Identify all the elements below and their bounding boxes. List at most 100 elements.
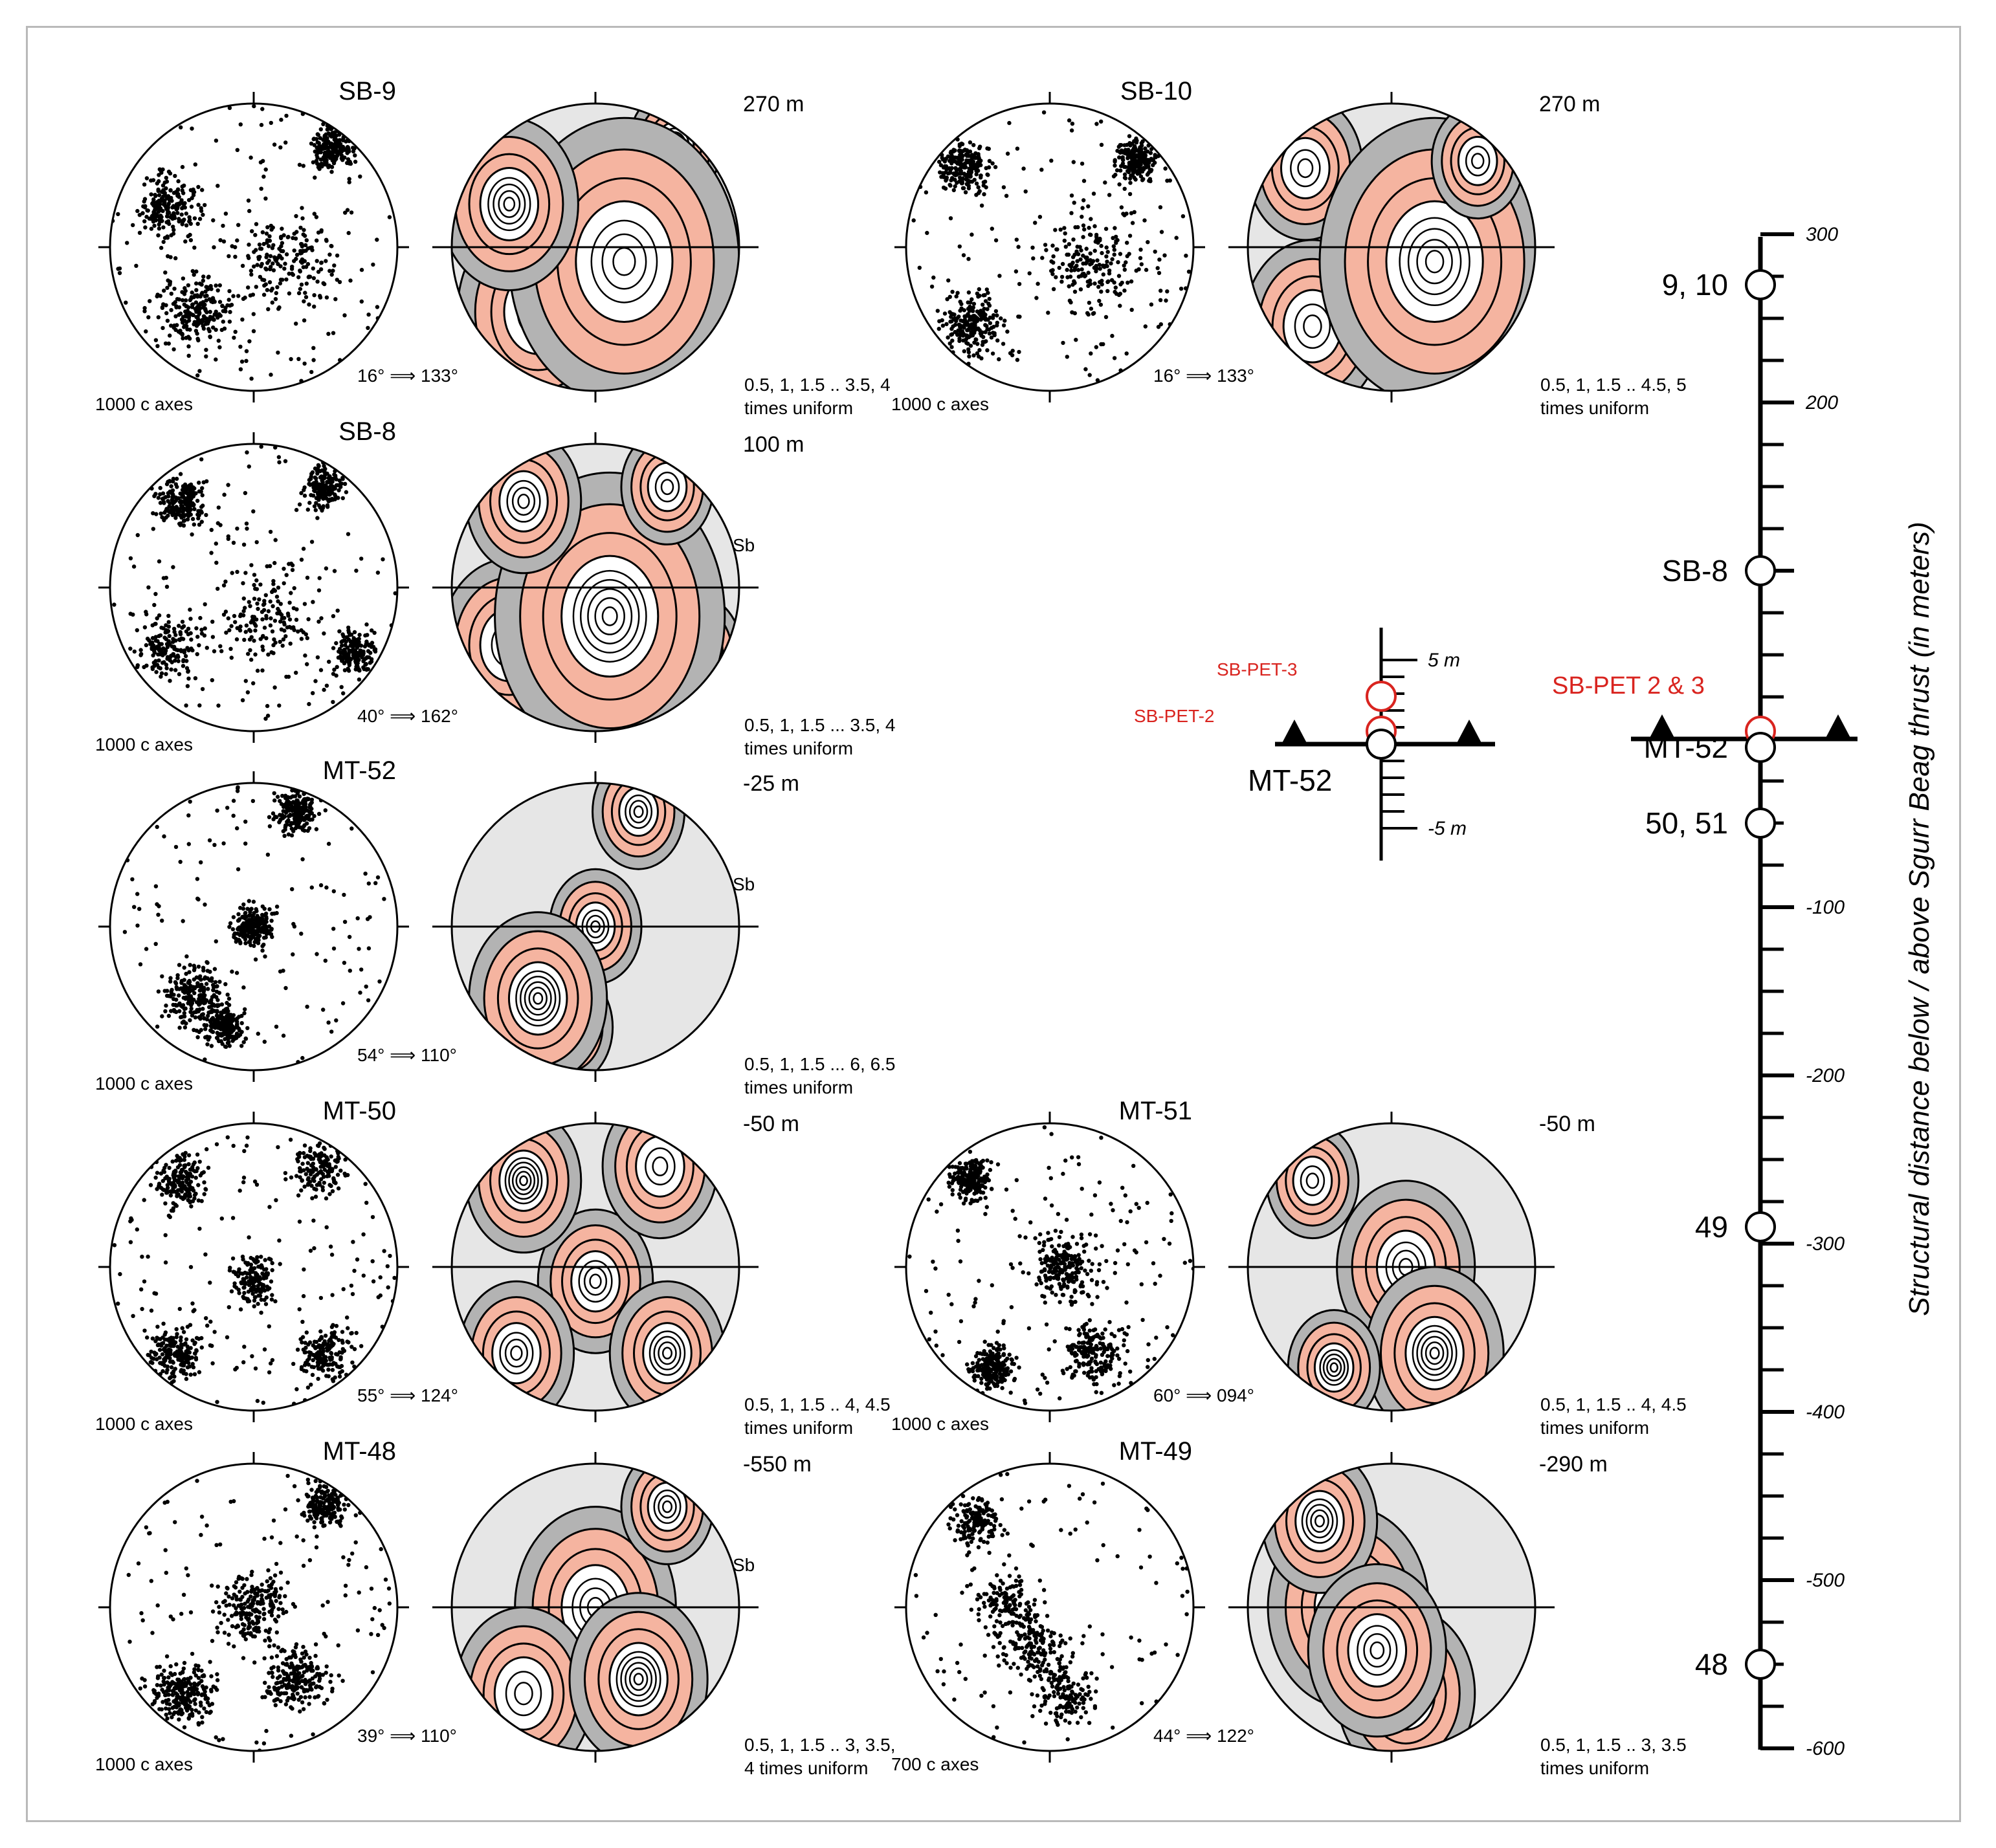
density-contour	[493, 1656, 554, 1731]
scatter-net	[894, 1452, 1205, 1763]
orientation-label: 16° ⟹ 133°	[1153, 366, 1254, 386]
density-contour	[1404, 1315, 1465, 1391]
density-contour	[1322, 1353, 1346, 1381]
density-contour	[517, 494, 530, 509]
density-contour	[498, 1149, 549, 1212]
c-axis-points	[911, 110, 1192, 382]
density-contour	[1305, 1172, 1320, 1189]
density-contour	[1280, 137, 1331, 200]
contour-net	[432, 92, 759, 402]
density-contour	[575, 200, 674, 323]
c-axis-points	[112, 1135, 397, 1406]
net-circle	[109, 1462, 399, 1752]
density-contour	[1290, 149, 1321, 188]
density-contour	[1300, 1165, 1325, 1196]
c-axis-points	[126, 1473, 392, 1751]
contour-levels-label: 0.5, 1, 1.5 ... 6, 6.5	[744, 1054, 896, 1074]
density-contour	[578, 1260, 613, 1303]
density-contour	[594, 597, 625, 635]
density-contour	[506, 479, 541, 523]
density-contour	[504, 1157, 543, 1205]
point-count-label: 1000 c axes	[95, 1414, 193, 1434]
density-contour	[1412, 1325, 1458, 1381]
density-contour	[608, 1642, 669, 1717]
inset-sample-marker-red	[1366, 681, 1397, 712]
density-contour	[615, 1651, 661, 1708]
c-axis-points	[913, 1471, 1190, 1744]
point-count-label: 1000 c axes	[95, 734, 193, 754]
c-axis-points	[110, 104, 392, 383]
density-contour	[647, 461, 688, 512]
scale-tick-label: -500	[1806, 1570, 1845, 1591]
orientation-label: 16° ⟹ 133°	[357, 366, 458, 386]
density-contour	[487, 177, 531, 232]
contour-net	[1228, 1112, 1555, 1422]
density-contour	[662, 1500, 672, 1513]
density-contour	[658, 1341, 677, 1365]
distance-label: -50 m	[1539, 1112, 1595, 1136]
contour-levels-label: times uniform	[1540, 1418, 1649, 1438]
density-contour	[524, 981, 552, 1016]
density-contour	[1319, 1349, 1349, 1386]
density-contour	[635, 1135, 685, 1198]
stereonet-panels: SB-9 1000 c axes 16° ⟹ 133° 270 m 0.5, 1, 1.…	[95, 77, 1687, 1778]
sample-label: SB-8	[338, 417, 396, 446]
orientation-label: 55° ⟹ 124°	[357, 1385, 458, 1405]
point-count-label: 1000 c axes	[891, 1414, 989, 1434]
panel-mt-51: MT-51 1000 c axes 60° ⟹ 094° -50 m 0.5, 1, 1…	[891, 1097, 1687, 1438]
contour-levels-label: times uniform	[744, 1077, 853, 1097]
scatter-net	[894, 1112, 1205, 1422]
density-contour	[505, 1671, 542, 1717]
sample-label: MT-48	[323, 1437, 396, 1466]
contour-levels-label: 0.5, 1, 1.5 .. 3.5, 4	[744, 375, 891, 395]
scatter-net	[98, 432, 409, 743]
density-contour	[493, 183, 526, 225]
scale-axis-label: Structural distance below / above Sgurr …	[1903, 522, 1935, 1316]
sample-label: MT-52	[323, 756, 396, 785]
density-contour	[628, 800, 649, 824]
scatter-net	[894, 92, 1205, 402]
contour-levels-label: 0.5, 1, 1.5 ... 3.5, 4	[744, 715, 896, 735]
scale-sample-label: 50, 51	[1645, 806, 1728, 840]
sample-label: MT-50	[323, 1097, 396, 1125]
contour-levels-label: times uniform	[744, 738, 853, 758]
sb-label: Sb	[733, 535, 755, 555]
density-contour	[533, 992, 544, 1005]
thrust-red-label: SB-PET 2 & 3	[1552, 672, 1705, 699]
panel-sb-9: SB-9 1000 c axes 16° ⟹ 133° 270 m 0.5, 1, 1.…	[95, 77, 891, 418]
sample-label: MT-51	[1119, 1097, 1192, 1125]
density-contour	[587, 588, 633, 644]
density-contour	[1305, 1504, 1334, 1539]
density-contour	[652, 1156, 669, 1176]
density-contour	[633, 805, 644, 819]
figure-frame	[26, 26, 1961, 1822]
contour-levels-label: times uniform	[1540, 1758, 1649, 1778]
contour-net	[432, 771, 759, 1082]
density-contour	[579, 578, 640, 654]
density-contour	[1363, 1633, 1392, 1668]
contour-levels-label: 4 times uniform	[744, 1758, 868, 1778]
contour-levels-label: 0.5, 1, 1.5 .. 4, 4.5	[744, 1394, 891, 1414]
scatter-net	[98, 1112, 409, 1422]
density-contour	[601, 233, 647, 290]
scale-sample-marker	[1745, 269, 1776, 300]
thrust-triangle-icon	[1825, 714, 1851, 739]
density-contour	[658, 1495, 677, 1519]
scatter-net	[98, 92, 409, 402]
density-contour	[1416, 1330, 1453, 1376]
density-contour	[503, 197, 516, 212]
density-contour	[1301, 1498, 1338, 1544]
inset-upper-red-label: SB-PET-3	[1217, 659, 1297, 679]
orientation-label: 39° ⟹ 110°	[357, 1726, 457, 1746]
density-contour	[1326, 1358, 1342, 1378]
scale-markers: 9, 10 SB-8 MT-52 50, 51 49 48	[1644, 268, 1776, 1681]
scale-sample-label: SB-8	[1662, 554, 1728, 588]
density-contour	[1292, 1156, 1333, 1206]
density-contour	[499, 1332, 534, 1375]
density-contour	[515, 1171, 532, 1191]
density-contour	[1465, 146, 1491, 177]
distance-label: -50 m	[743, 1112, 799, 1136]
contour-levels-label: times uniform	[1540, 398, 1649, 418]
thrust-triangle-icon	[1456, 720, 1482, 744]
scale-tick-label: -600	[1806, 1738, 1845, 1759]
